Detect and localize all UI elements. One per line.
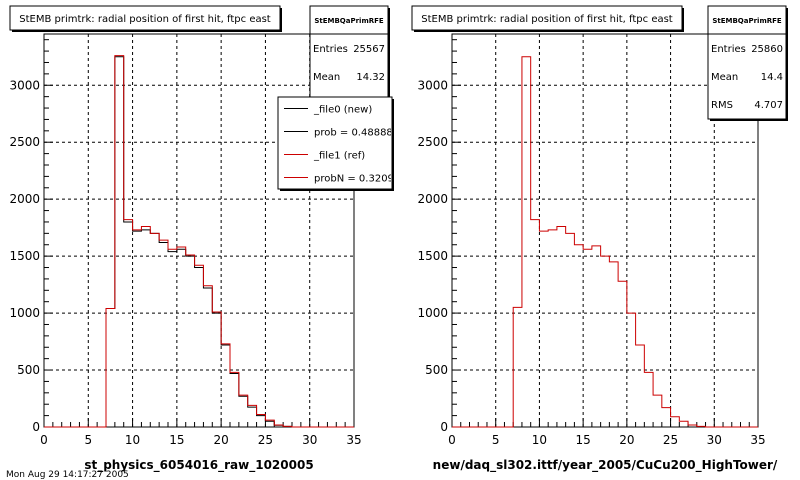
x-tick-label: 15 bbox=[169, 433, 184, 447]
stats-label: Mean bbox=[711, 72, 738, 83]
footer-timestamp: Mon Aug 29 14:17:27 2005 bbox=[6, 470, 129, 480]
histogram-series-1 bbox=[452, 56, 758, 428]
y-tick-label: 3000 bbox=[9, 78, 40, 92]
x-axis-title: new/daq_sl302.ittf/year_2005/CuCu200_Hig… bbox=[433, 458, 778, 473]
stats-box bbox=[707, 5, 787, 120]
x-tick-label: 35 bbox=[750, 433, 765, 447]
stats-value: 25567 bbox=[353, 44, 385, 55]
legend-entries: _file0 (new) prob = 0.488887 _file1 (ref) p… bbox=[284, 105, 407, 185]
title-box bbox=[411, 5, 683, 31]
y-tick-label: 2000 bbox=[9, 192, 40, 206]
chart-panel-2: 0 5 10 15 20 25 30 35 0 500 1000 1500 2000 2500 3000 St… bbox=[411, 5, 788, 473]
stats-label: Entries bbox=[711, 44, 746, 55]
stats-label: Mean bbox=[313, 72, 340, 83]
stats-value: 14.4 bbox=[761, 72, 783, 83]
legend-label: _file0 (new) bbox=[313, 105, 372, 116]
stats-box-title: StEMBQaPrimRFE bbox=[712, 17, 782, 25]
y-tick-label: 2000 bbox=[417, 192, 448, 206]
chart-title: StEMB primtrk: radial position of first … bbox=[19, 14, 271, 25]
x-tick-label: 25 bbox=[258, 433, 273, 447]
y-tick-label: 1000 bbox=[9, 306, 40, 320]
x-tick-label: 30 bbox=[707, 433, 722, 447]
stats-label: RMS bbox=[711, 100, 733, 111]
chart-panel-1: 0 5 10 15 20 25 30 35 0 500 1000 1500 2000 2500 3000 St… bbox=[9, 5, 407, 473]
x-tick-label: 10 bbox=[125, 433, 140, 447]
legend-label: probN = 0.320944 bbox=[314, 174, 407, 185]
y-tick-label: 2500 bbox=[417, 135, 448, 149]
y-tick-label: 1500 bbox=[9, 249, 40, 263]
stats-value: 25860 bbox=[751, 44, 783, 55]
x-tick-label: 5 bbox=[492, 433, 500, 447]
y-tick-label: 0 bbox=[32, 420, 40, 434]
x-tick-label: 20 bbox=[214, 433, 229, 447]
y-tick-label: 2500 bbox=[9, 135, 40, 149]
x-tick-label: 35 bbox=[346, 433, 361, 447]
stats-value: 14.32 bbox=[356, 72, 385, 83]
x-tick-label: 25 bbox=[663, 433, 678, 447]
legend-label: _file1 (ref) bbox=[313, 151, 365, 162]
stats-label: Entries bbox=[313, 44, 348, 55]
x-tick-label: 0 bbox=[448, 433, 456, 447]
chart-title: StEMB primtrk: radial position of first … bbox=[421, 14, 673, 25]
x-tick-label: 5 bbox=[84, 433, 92, 447]
y-tick-label: 500 bbox=[425, 363, 448, 377]
x-tick-label: 15 bbox=[576, 433, 591, 447]
histogram-series-file1-ref bbox=[44, 55, 354, 428]
title-box bbox=[9, 5, 281, 31]
plot-frame bbox=[43, 33, 355, 428]
x-tick-label: 20 bbox=[619, 433, 634, 447]
y-tick-label: 3000 bbox=[417, 78, 448, 92]
y-tick-label: 1500 bbox=[417, 249, 448, 263]
y-tick-label: 1000 bbox=[417, 306, 448, 320]
legend-label: prob = 0.488887 bbox=[314, 128, 399, 139]
y-tick-label: 0 bbox=[440, 420, 448, 434]
stats-value: 4.707 bbox=[754, 100, 783, 111]
plot-frame bbox=[451, 33, 759, 428]
y-tick-label: 500 bbox=[17, 363, 40, 377]
x-tick-label: 30 bbox=[302, 433, 317, 447]
x-tick-label: 10 bbox=[532, 433, 547, 447]
stats-box-title: StEMBQaPrimRFE bbox=[314, 17, 384, 25]
x-axis-title: st_physics_6054016_raw_1020005 bbox=[84, 458, 313, 473]
x-tick-label: 0 bbox=[40, 433, 48, 447]
legend-box bbox=[277, 96, 393, 190]
